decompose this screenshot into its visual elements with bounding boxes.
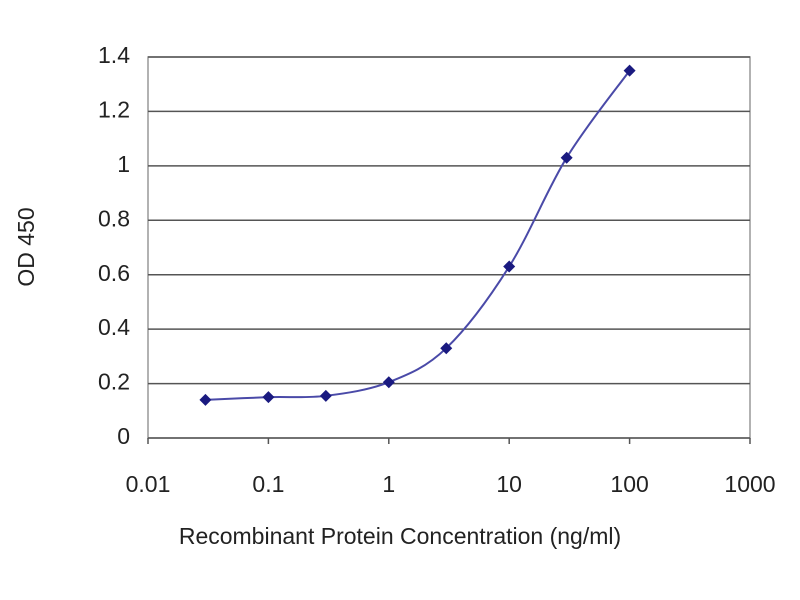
data-point <box>503 260 516 273</box>
data-point <box>199 393 212 406</box>
x-tick-label: 1000 <box>724 471 775 497</box>
y-tick-label: 0 <box>117 423 130 449</box>
data-point <box>440 342 453 355</box>
y-tick-label: 0.4 <box>98 314 130 340</box>
y-tick-label: 1.4 <box>98 42 130 68</box>
y-tick-label: 0.2 <box>98 369 130 395</box>
y-tick-label: 1 <box>117 151 130 177</box>
x-tick-label: 10 <box>496 471 522 497</box>
data-point <box>623 64 636 77</box>
plot-frame <box>147 56 751 439</box>
y-axis-label: OD 450 <box>13 207 39 286</box>
data-point <box>319 389 332 402</box>
data-point <box>560 151 573 164</box>
x-tick-label: 0.1 <box>252 471 284 497</box>
data-point <box>382 376 395 389</box>
data-point <box>262 391 275 404</box>
x-tick-label: 1 <box>382 471 395 497</box>
y-tick-label: 0.8 <box>98 205 130 231</box>
x-tick-label: 100 <box>610 471 648 497</box>
x-tick-label: 0.01 <box>126 471 171 497</box>
y-tick-label: 0.6 <box>98 260 130 286</box>
x-axis-label: Recombinant Protein Concentration (ng/ml… <box>179 523 621 549</box>
y-tick-label: 1.2 <box>98 97 130 123</box>
series-line <box>205 70 631 401</box>
